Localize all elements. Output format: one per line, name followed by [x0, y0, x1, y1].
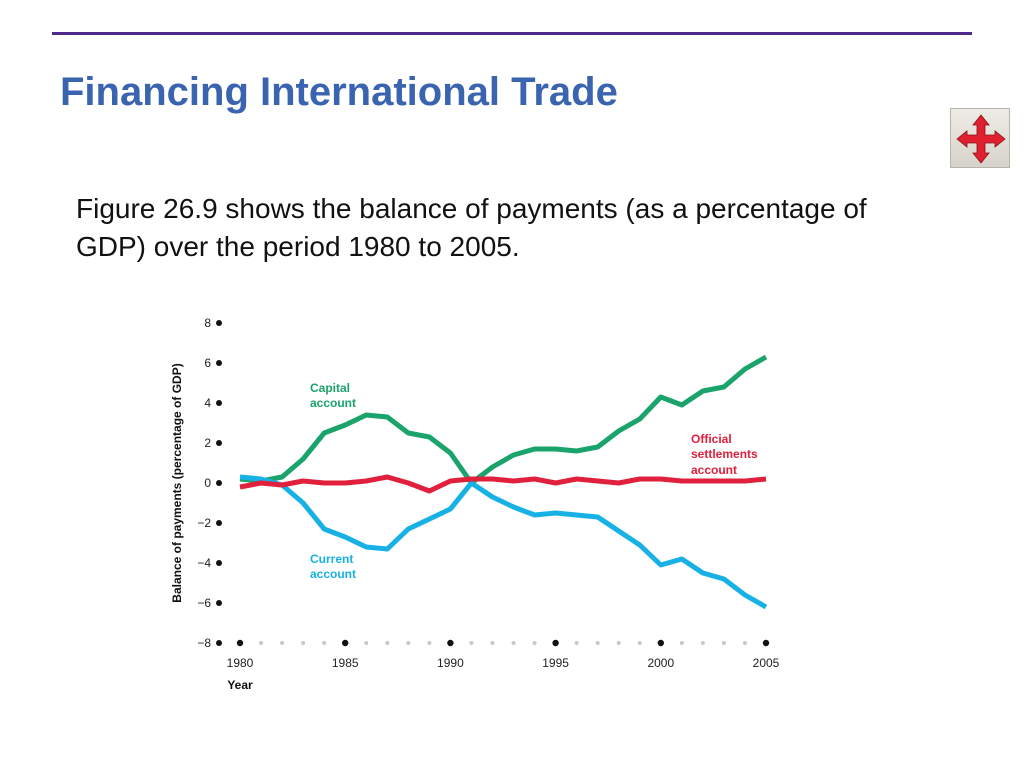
y-tick-dot [216, 600, 222, 606]
navigation-button[interactable] [950, 108, 1010, 168]
y-tick-dot [216, 360, 222, 366]
x-minor-tick-dot [679, 641, 684, 645]
x-minor-tick-dot [532, 641, 537, 645]
y-tick-dot [216, 480, 222, 486]
x-minor-tick-dot [469, 641, 474, 645]
four-way-arrow-icon [956, 114, 1006, 164]
official-settlements-label-line-1: Official [691, 432, 732, 446]
current-account-label-line-1: Current [310, 552, 353, 566]
y-tick-label: 2 [204, 436, 211, 450]
x-tick-dot [447, 639, 454, 647]
official-settlements-label-line-2: settlements [691, 447, 758, 461]
x-minor-tick-dot [511, 641, 516, 645]
x-minor-tick-dot [364, 641, 369, 645]
y-tick-label: −8 [197, 636, 211, 650]
x-tick-dot [236, 639, 244, 647]
x-minor-tick-dot [616, 641, 621, 645]
y-tick-label: 6 [204, 356, 211, 370]
slide-title: Financing International Trade [60, 70, 618, 114]
y-tick-label: 0 [204, 476, 211, 490]
x-minor-tick-dot [721, 641, 726, 645]
y-axis: 8 6 4 2 0 −2 −4 −6 −8 [197, 316, 222, 650]
x-minor-tick-dot [427, 641, 432, 645]
x-tick-label: 1985 [332, 656, 359, 670]
top-rule [52, 32, 972, 35]
capital-account-label-line-2: account [310, 396, 356, 410]
y-axis-title: Balance of payments (percentage of GDP) [170, 363, 184, 602]
x-minor-tick-dot [259, 641, 264, 645]
x-tick-dot [552, 639, 559, 647]
official-settlements-label-line-3: account [691, 463, 737, 477]
y-tick-label: −4 [197, 556, 211, 570]
y-tick-dot [216, 560, 222, 566]
y-tick-label: 4 [204, 396, 211, 410]
x-tick-label: 2000 [647, 656, 674, 670]
x-minor-tick-dot [700, 641, 705, 645]
x-axis-title: Year [227, 678, 253, 692]
y-tick-dot [216, 320, 222, 326]
balance-of-payments-chart: 8 6 4 2 0 −2 −4 −6 −8 1980 1985 1990 1995 2000 2005 B… [170, 316, 780, 692]
x-minor-tick-dot [301, 641, 306, 645]
x-tick-dot [762, 639, 770, 647]
y-tick-label: −6 [197, 596, 211, 610]
x-minor-tick-dot [280, 641, 285, 645]
x-tick-label: 1995 [542, 656, 569, 670]
x-tick-dot [657, 639, 664, 647]
x-minor-tick-dot [490, 641, 495, 645]
x-minor-tick-dot [322, 641, 327, 645]
x-minor-tick-dot [385, 641, 390, 645]
current-account-line [239, 474, 768, 610]
y-tick-dot [216, 440, 222, 446]
x-axis: 1980 1985 1990 1995 2000 2005 [227, 639, 780, 670]
capital-account-label-line-1: Capital [310, 381, 350, 395]
y-tick-label: −2 [197, 516, 211, 530]
x-tick-dot [342, 639, 349, 647]
official-settlements-account-line [239, 474, 767, 494]
capital-account-line [239, 354, 768, 486]
x-minor-tick-dot [637, 641, 642, 645]
y-tick-dot [216, 640, 222, 646]
y-tick-dot [216, 520, 222, 526]
current-account-label: Current account [310, 552, 357, 581]
x-minor-tick-dot [406, 641, 411, 645]
x-tick-label: 2005 [753, 656, 780, 670]
body-text: Figure 26.9 shows the balance of payment… [76, 193, 867, 262]
y-tick-label: 8 [204, 316, 211, 330]
x-tick-label: 1980 [227, 656, 254, 670]
capital-account-label: Capital account [310, 381, 356, 410]
current-account-label-line-2: account [310, 567, 356, 581]
x-minor-tick-dot [595, 641, 600, 645]
x-tick-label: 1990 [437, 656, 464, 670]
x-minor-tick-dot [574, 641, 579, 645]
official-settlements-label: Official settlements account [691, 432, 761, 477]
x-minor-tick-dot [742, 641, 747, 645]
series-layer [239, 354, 768, 610]
y-tick-dot [216, 400, 222, 406]
